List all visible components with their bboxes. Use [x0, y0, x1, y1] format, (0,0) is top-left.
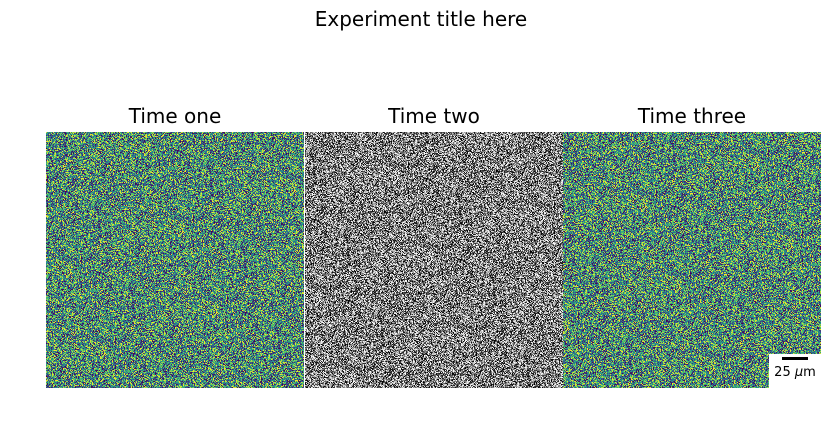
scalebar-unit-prefix: μ — [794, 365, 804, 380]
panel-title-time-three: Time three — [637, 104, 747, 128]
figure-title: Experiment title here — [314, 7, 528, 31]
panel-title-time-two: Time two — [388, 104, 480, 128]
panel-title-time-one: Time one — [128, 104, 222, 128]
scalebar-label: 25 μm — [769, 365, 821, 381]
heatmap-panel-time-one — [46, 132, 304, 388]
scalebar-unit-base: m — [803, 365, 816, 380]
heatmap-panel-time-two — [305, 132, 563, 388]
scalebar: 25 μm — [769, 354, 821, 388]
heatmap-panel-time-three — [563, 132, 821, 388]
scalebar-line — [782, 357, 808, 360]
scalebar-value: 25 — [774, 365, 791, 380]
